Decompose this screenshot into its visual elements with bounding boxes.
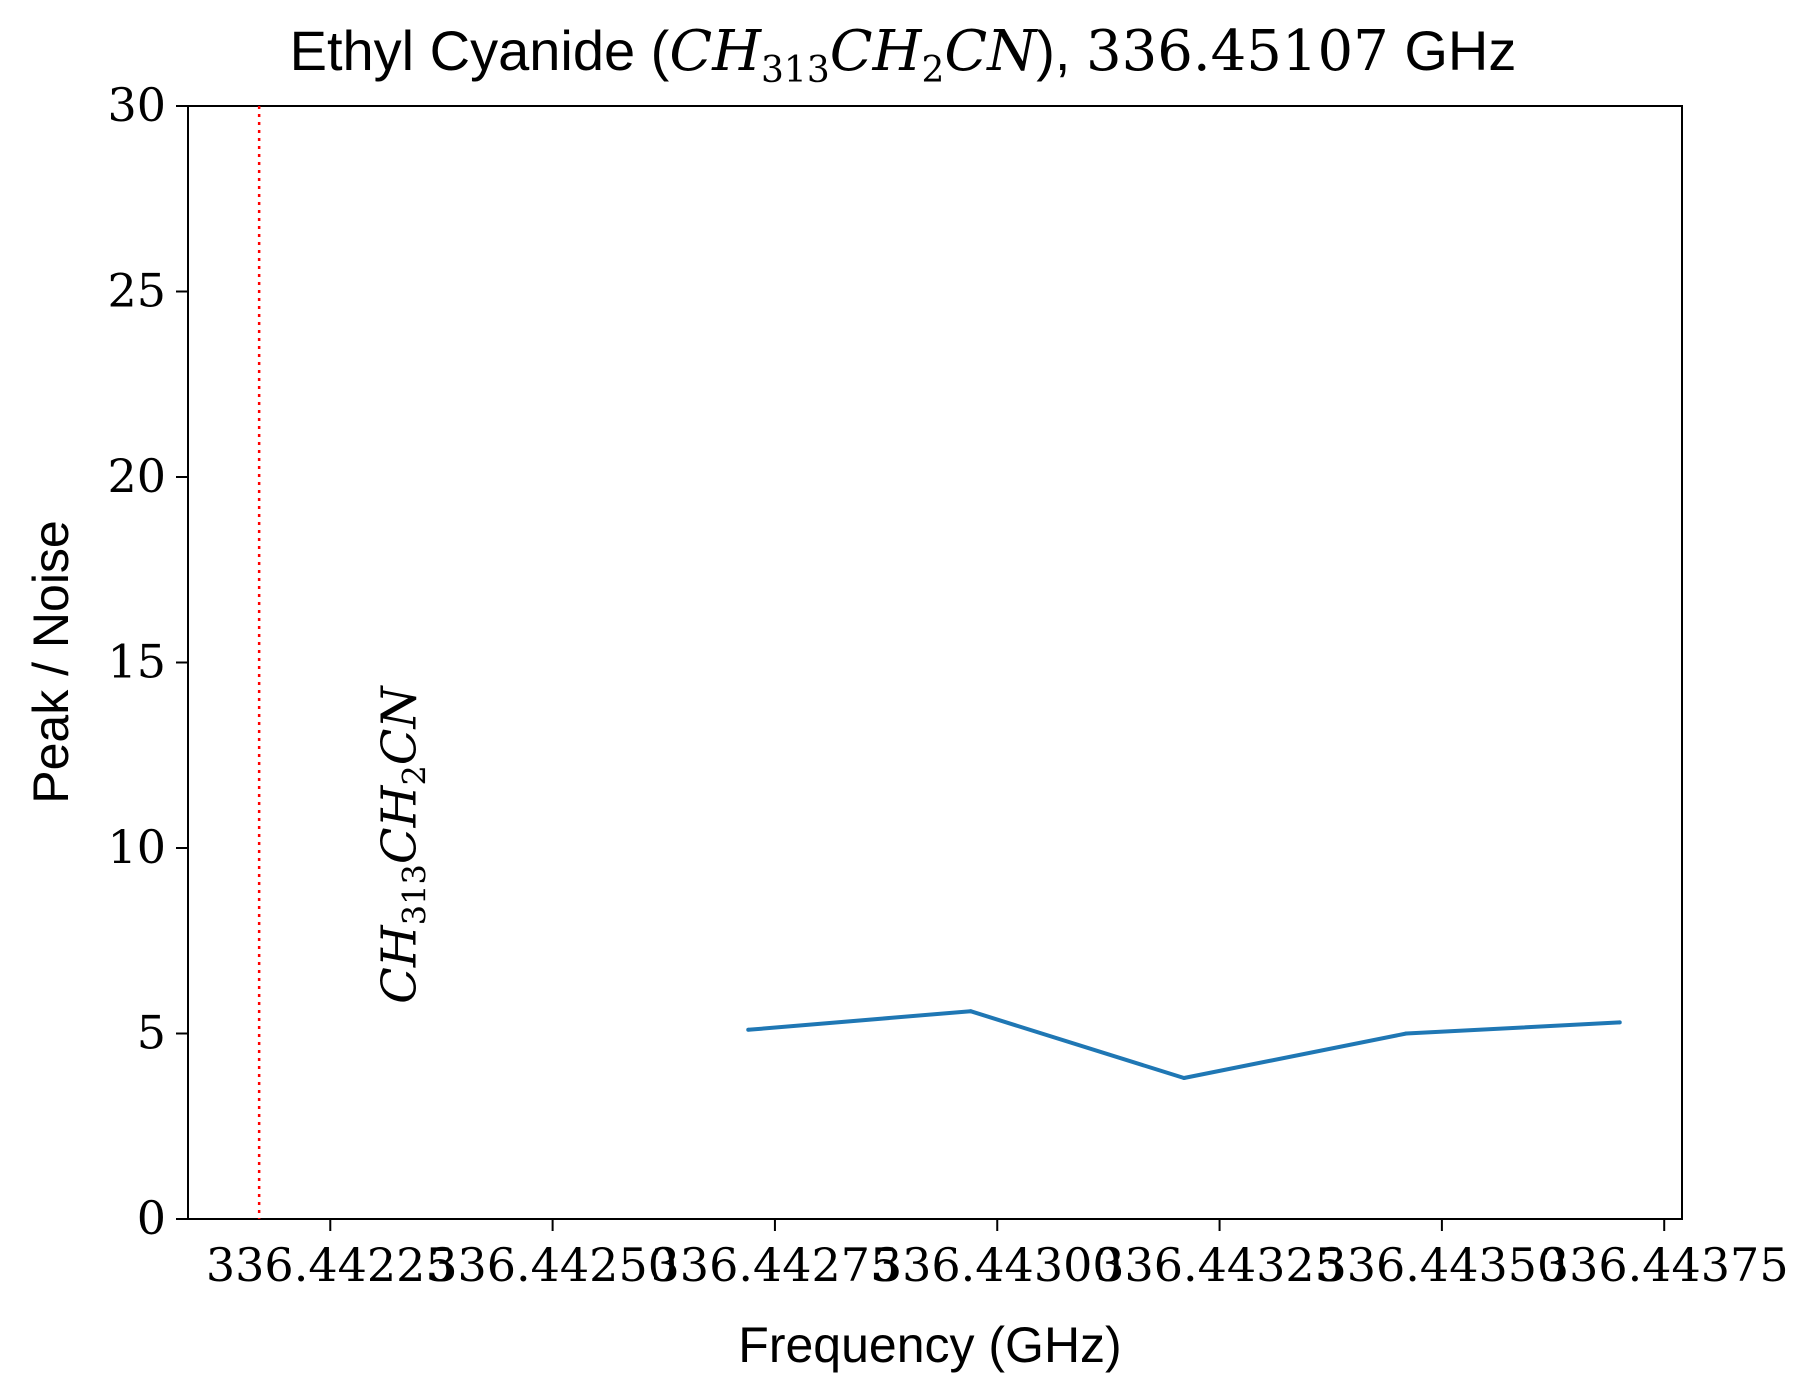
- line-annotation: CH313CH2CN: [371, 684, 433, 1003]
- x-tick-label: 336.44250: [428, 1238, 677, 1292]
- chart-title: Ethyl Cyanide (CH313CH2CN), 336.45107 GH…: [290, 19, 1517, 91]
- data-point: [1182, 1076, 1186, 1081]
- annotation-formula-b: CH: [371, 784, 427, 864]
- data-point: [968, 1009, 973, 1014]
- x-tick-label: 336.44350: [1318, 1238, 1567, 1292]
- x-tick-label: 336.44300: [873, 1238, 1122, 1292]
- x-tick-label: 336.44225: [206, 1238, 455, 1292]
- y-axis: 0 5 10 15 20 25 30: [107, 78, 188, 1245]
- y-axis-label: Peak / Noise: [23, 520, 79, 803]
- y-tick-label: 0: [137, 1191, 166, 1245]
- y-tick-label: 10: [107, 820, 166, 874]
- title-prefix: Ethyl Cyanide (: [290, 19, 670, 82]
- data-point: [1617, 1020, 1622, 1025]
- y-tick-label: 15: [107, 635, 166, 689]
- annotation-formula-sub2: 2: [395, 765, 433, 785]
- annotation-formula-a: CH: [371, 924, 427, 1004]
- title-formula-c: CN: [944, 19, 1038, 84]
- plot-area: [187, 105, 1683, 1220]
- data-point: [746, 1027, 751, 1032]
- title-unit: GHz: [1389, 19, 1517, 82]
- x-axis: 336.44225336.44250336.44275336.44300336.…: [206, 1219, 1789, 1292]
- x-tick-label: 336.44275: [651, 1238, 900, 1292]
- x-tick-label: 336.44375: [1540, 1238, 1789, 1292]
- data-point: [1404, 1031, 1409, 1036]
- title-frequency: 336.45107: [1086, 19, 1389, 84]
- title-formula-sub2: 2: [921, 50, 944, 91]
- y-tick-label: 20: [107, 449, 166, 503]
- title-separator: ),: [1036, 19, 1086, 82]
- y-tick-label: 25: [107, 264, 166, 318]
- x-tick-label: 336.44325: [1095, 1238, 1344, 1292]
- title-formula-b: CH: [830, 19, 923, 84]
- title-formula-a: CH: [669, 19, 762, 84]
- y-tick-label: 30: [107, 78, 166, 132]
- annotation-formula-sub1: 313: [395, 864, 433, 925]
- y-tick-label: 5: [137, 1006, 166, 1060]
- title-formula-sub1: 313: [761, 50, 830, 91]
- x-axis-label: Frequency (GHz): [738, 1317, 1121, 1373]
- plot-marks: [257, 106, 1622, 1219]
- series-line: [748, 1009, 1620, 1080]
- annotation-formula-c: CN: [371, 684, 427, 765]
